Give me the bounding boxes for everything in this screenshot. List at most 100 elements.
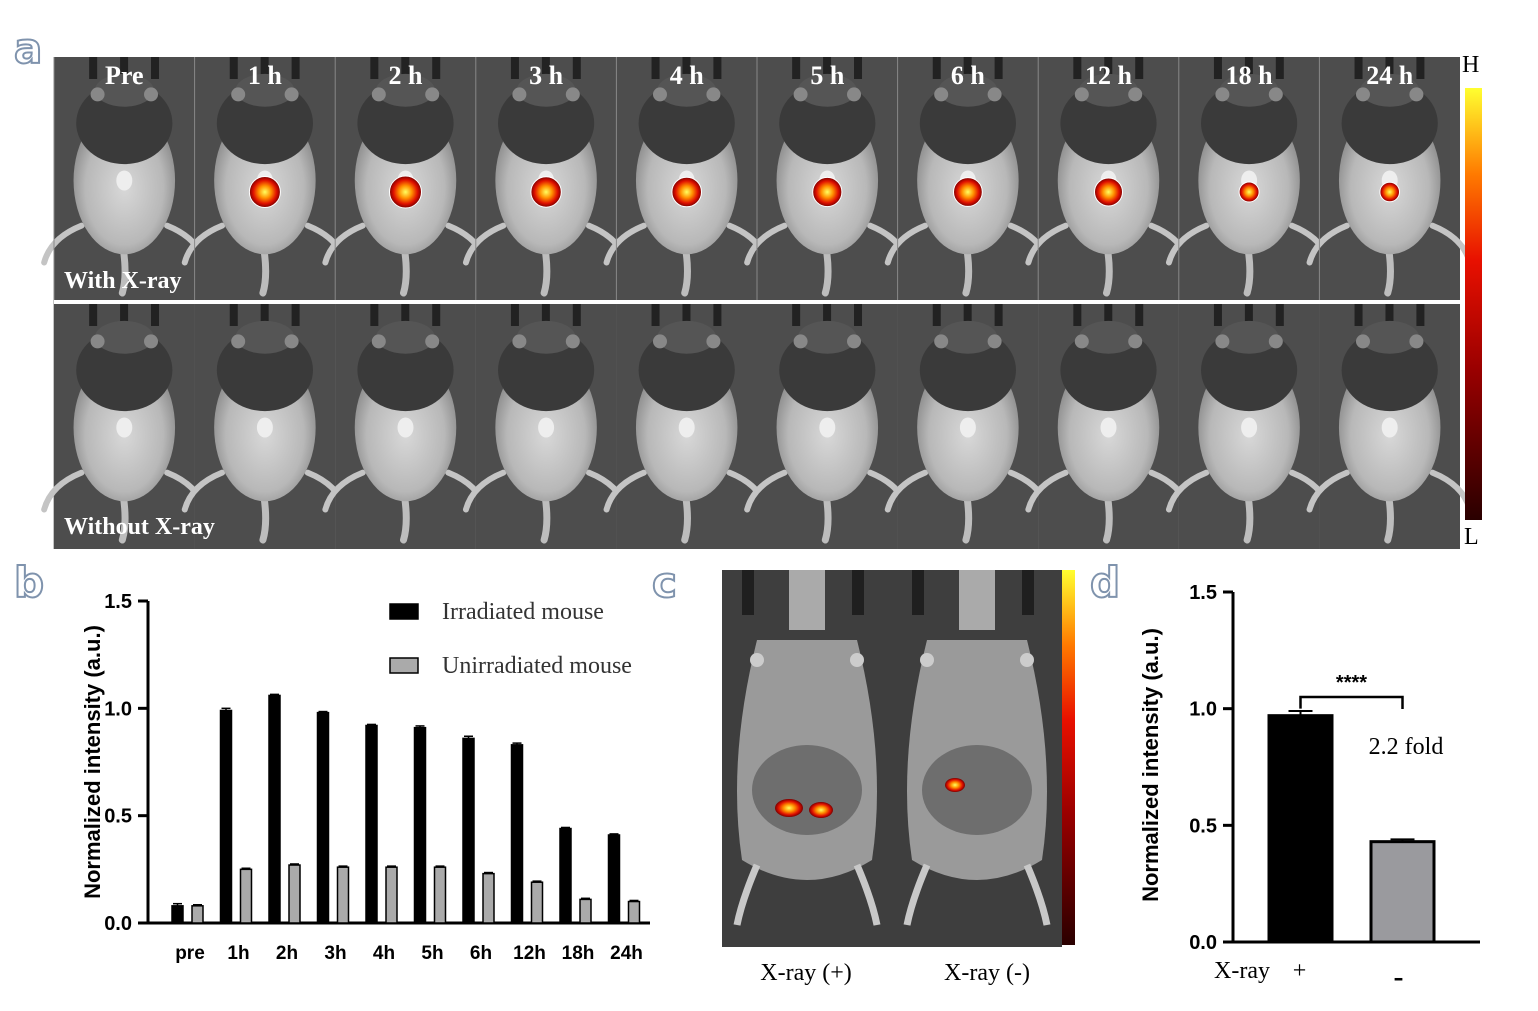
time-label-1: 1 h bbox=[248, 61, 283, 90]
d-xtick-label-0: + bbox=[1293, 958, 1307, 984]
panel-b-chart: 0.0 0.5 1.0 1.5 Normalized intensity (a.u.) p… bbox=[80, 591, 650, 964]
b-y-axis-label: Normalized intensity (a.u.) bbox=[80, 625, 105, 899]
signal-spot-9 bbox=[1379, 181, 1400, 203]
b-xtick-label-4: 4h bbox=[373, 943, 395, 964]
mouse-without-xray-0 bbox=[41, 320, 208, 544]
mouse-without-xray-4 bbox=[603, 320, 770, 544]
b-legend-label-0: Irradiated mouse bbox=[442, 599, 604, 625]
photo-strip-without-xray bbox=[41, 304, 1473, 549]
b-xtick-label-7: 12h bbox=[513, 943, 546, 964]
b-bar-0-0 bbox=[171, 905, 184, 924]
b-bar-0-1 bbox=[219, 709, 233, 924]
b-ytick-label-0: 0.0 bbox=[104, 913, 132, 935]
b-xtick-label-5: 5h bbox=[421, 943, 443, 964]
b-legend-swatch-0 bbox=[389, 603, 419, 620]
signal-spot-7 bbox=[1094, 177, 1123, 207]
panel-b-bars bbox=[171, 693, 641, 924]
c-organs-0 bbox=[752, 745, 862, 835]
signal-spot-2 bbox=[389, 175, 422, 209]
photo-strip-with-xray bbox=[41, 57, 1473, 549]
panel-letter-a: a bbox=[13, 24, 43, 73]
signal-spot-5 bbox=[812, 176, 843, 208]
b-bar-0-3 bbox=[316, 711, 330, 924]
b-xtick-label-6: 6h bbox=[470, 943, 492, 964]
panel-d-bars: + - **** 2.2 fold bbox=[1267, 672, 1444, 993]
mouse-without-xray-9 bbox=[1306, 320, 1473, 544]
time-label-3: 3 h bbox=[529, 61, 564, 90]
d-significance-stars: **** bbox=[1336, 672, 1367, 694]
time-labels: Pre 1 h 2 h 3 h 4 h 5 h 6 h 12 h 18 h 24 h bbox=[105, 61, 1414, 90]
d-significance-bracket bbox=[1299, 695, 1404, 709]
b-ytick-label-3: 1.5 bbox=[104, 591, 132, 613]
panel-c-label-plus: X-ray (+) bbox=[760, 960, 852, 986]
b-bar-1-6 bbox=[482, 872, 495, 924]
b-xtick-label-0: pre bbox=[175, 943, 205, 964]
mouse-with-xray-9 bbox=[1306, 73, 1473, 297]
b-bar-1-0 bbox=[191, 905, 204, 924]
signal-spot-3 bbox=[530, 176, 562, 208]
d-ytick-label-1: 0.5 bbox=[1189, 815, 1217, 837]
mouse-without-xray-2 bbox=[322, 320, 489, 544]
signal-spot-1 bbox=[248, 176, 281, 208]
b-bar-1-4 bbox=[385, 866, 398, 924]
signal-spot-4 bbox=[671, 176, 703, 208]
scale-high-label: H bbox=[1462, 52, 1480, 78]
mouse-without-xray-6 bbox=[884, 320, 1052, 544]
panel-b-legend: Irradiated mouse Unirradiated mouse bbox=[389, 599, 632, 679]
row-label-with-xray: With X-ray bbox=[64, 268, 182, 294]
signal-spot-6 bbox=[953, 177, 983, 207]
b-bar-0-4 bbox=[365, 724, 378, 924]
signal-spot-8 bbox=[1238, 181, 1260, 203]
d-fold-annotation: 2.2 fold bbox=[1369, 734, 1444, 760]
d-x-axis-label: X-ray bbox=[1214, 958, 1270, 984]
time-label-0: Pre bbox=[105, 61, 144, 90]
time-label-7: 12 h bbox=[1085, 61, 1133, 90]
d-bar-1 bbox=[1369, 840, 1436, 944]
d-bar-0 bbox=[1267, 714, 1334, 944]
b-ytick-label-1: 0.5 bbox=[104, 806, 132, 828]
b-bar-1-7 bbox=[530, 881, 544, 924]
b-bar-0-8 bbox=[559, 827, 572, 924]
panel-d-chart: 0.0 0.5 1.0 1.5 Normalized intensity (a.u.) X… bbox=[1138, 582, 1480, 993]
b-legend-label-1: Unirradiated mouse bbox=[442, 653, 632, 679]
b-bar-1-9 bbox=[627, 900, 641, 924]
c-signal-minus bbox=[945, 778, 965, 792]
b-bar-0-6 bbox=[462, 737, 475, 924]
mouse-without-xray-8 bbox=[1165, 320, 1333, 544]
panel-d-axes: 0.0 0.5 1.0 1.5 Normalized intensity (a.u.) X… bbox=[1138, 582, 1480, 984]
panel-a-figure: Pre 1 h 2 h 3 h 4 h 5 h 6 h 12 h 18 h 24 h bbox=[41, 57, 1482, 549]
b-xtick-label-9: 24h bbox=[610, 943, 643, 964]
b-legend-swatch-1 bbox=[389, 657, 419, 674]
time-label-2: 2 h bbox=[389, 61, 424, 90]
d-y-axis-label: Normalized intensity (a.u.) bbox=[1138, 628, 1163, 902]
b-bar-1-1 bbox=[239, 868, 253, 924]
row-divider bbox=[54, 300, 1460, 304]
b-xtick-label-2: 2h bbox=[276, 943, 298, 964]
time-label-8: 18 h bbox=[1226, 61, 1274, 90]
panel-letter-d: d bbox=[1089, 558, 1121, 607]
b-xtick-label-1: 1h bbox=[227, 943, 249, 964]
mouse-without-xray-5 bbox=[744, 320, 911, 544]
d-ytick-label-0: 0.0 bbox=[1189, 932, 1217, 954]
b-bar-1-3 bbox=[336, 866, 350, 924]
c-signal-plus-a bbox=[775, 799, 803, 817]
panel-letter-c: c bbox=[651, 558, 678, 607]
c-signal-plus-b bbox=[809, 802, 833, 818]
b-bar-1-5 bbox=[433, 866, 447, 924]
b-xtick-label-3: 3h bbox=[324, 943, 346, 964]
scale-low-label: L bbox=[1464, 524, 1479, 550]
b-bar-0-5 bbox=[413, 726, 427, 924]
mouse-without-xray-1 bbox=[181, 320, 349, 544]
panel-c-photos bbox=[722, 570, 1062, 947]
d-ytick-label-2: 1.0 bbox=[1189, 699, 1217, 721]
b-bar-0-7 bbox=[510, 744, 524, 924]
mouse-with-xray-0 bbox=[41, 73, 208, 297]
mouse-without-xray-3 bbox=[462, 320, 630, 544]
b-ytick-label-2: 1.0 bbox=[104, 698, 132, 720]
b-bar-1-2 bbox=[288, 864, 301, 924]
mouse-with-xray-8 bbox=[1165, 73, 1333, 297]
time-label-4: 4 h bbox=[670, 61, 705, 90]
d-ytick-label-3: 1.5 bbox=[1189, 582, 1217, 604]
d-xtick-label-1: - bbox=[1394, 960, 1404, 993]
color-scale-bar bbox=[1465, 88, 1482, 520]
